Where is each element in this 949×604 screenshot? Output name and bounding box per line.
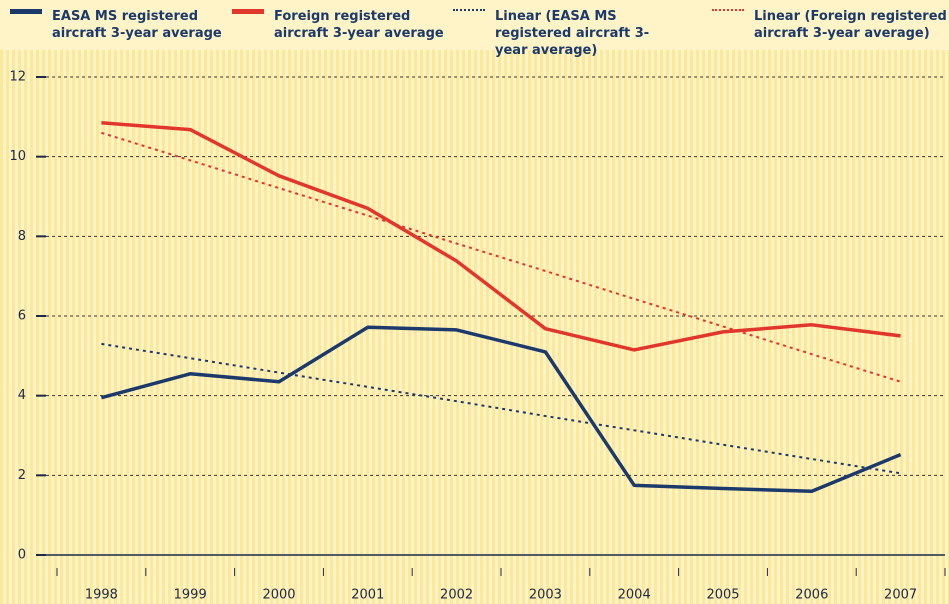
x-tick-label: 2001 — [351, 588, 384, 603]
x-tick-label: 1999 — [174, 588, 207, 603]
x-tick-label: 2002 — [440, 588, 473, 603]
legend-label: Linear (Foreign registered aircraft 3-ye… — [754, 9, 947, 41]
x-tick-label: 2007 — [884, 588, 917, 603]
x-tick-label: 1998 — [85, 588, 118, 603]
y-tick-label: 2 — [18, 468, 26, 483]
x-tick-label: 2004 — [618, 588, 651, 603]
y-tick-label: 4 — [18, 388, 26, 403]
series-line — [100, 325, 902, 494]
legend-swatch — [712, 9, 744, 11]
legend-swatch — [10, 9, 42, 14]
legend-swatch — [453, 9, 485, 11]
x-tick-label: 2003 — [529, 588, 562, 603]
legend-label: Foreign registered aircraft 3-year avera… — [274, 9, 444, 41]
legend-label: EASA MS registered aircraft 3-year avera… — [52, 9, 222, 41]
x-tick-label: 2000 — [262, 588, 295, 603]
legend-swatch — [232, 9, 264, 14]
series-line — [101, 121, 901, 352]
x-tick-label: 2005 — [706, 588, 739, 603]
y-tick-label: 10 — [9, 149, 26, 164]
y-tick-label: 8 — [18, 229, 26, 244]
series-line — [101, 342, 901, 475]
background — [0, 50, 949, 604]
x-tick-label: 2006 — [795, 588, 828, 603]
y-tick-label: 12 — [9, 70, 26, 85]
y-tick-label: 0 — [18, 548, 26, 563]
legend-label: Linear (EASA MS registered aircraft 3-ye… — [495, 9, 650, 58]
y-tick-label: 6 — [18, 309, 26, 324]
